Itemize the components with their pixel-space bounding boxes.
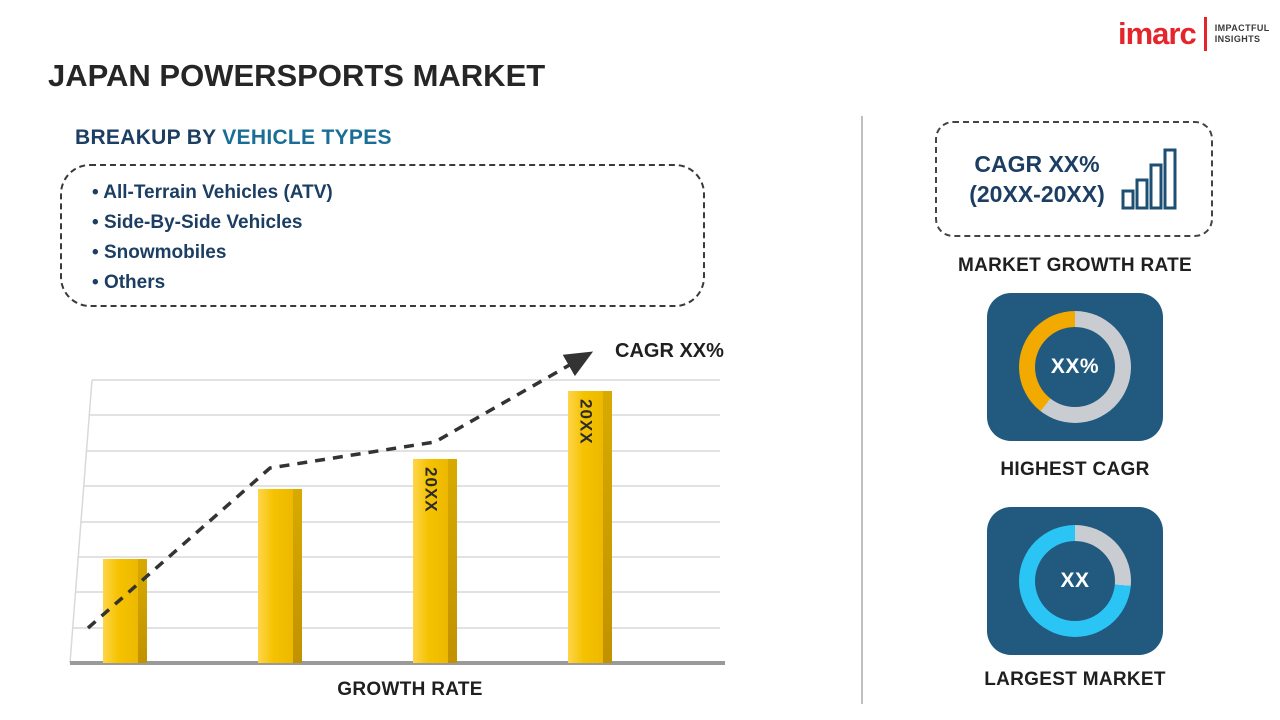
bar-year-label: 20XX <box>576 399 596 445</box>
highest-cagr-value: XX% <box>1035 327 1115 407</box>
vehicle-types-list: All-Terrain Vehicles (ATV) Side-By-Side … <box>92 178 673 298</box>
list-item: All-Terrain Vehicles (ATV) <box>92 178 673 208</box>
vehicle-types-box: All-Terrain Vehicles (ATV) Side-By-Side … <box>60 164 705 307</box>
bar-chart-icon <box>1121 148 1177 210</box>
bar-3: 20XX <box>413 459 457 663</box>
logo-tagline-line1: IMPACTFUL <box>1214 23 1270 33</box>
breakup-heading-highlight: VEHICLE TYPES <box>222 126 392 149</box>
bar-4: 20XX <box>568 391 612 663</box>
logo-tagline: IMPACTFUL INSIGHTS <box>1215 23 1270 45</box>
highest-cagr-label: HIGHEST CAGR <box>1000 459 1150 480</box>
cagr-box: CAGR XX% (20XX-20XX) <box>935 121 1213 237</box>
cagr-box-text: CAGR XX% (20XX-20XX) <box>969 149 1105 209</box>
logo-divider <box>1203 17 1207 51</box>
growth-rate-chart: 20XX 20XX CAGR XX% GROWTH RATE <box>65 340 755 720</box>
list-item: Side-By-Side Vehicles <box>92 208 673 238</box>
cagr-period: (20XX-20XX) <box>969 181 1105 207</box>
highest-cagr-card: XX% <box>987 293 1163 441</box>
cagr-annotation: CAGR XX% <box>615 340 724 362</box>
logo-brand-text: imarc <box>1118 16 1197 51</box>
page-title: JAPAN POWERSPORTS MARKET <box>48 58 546 93</box>
x-axis-label: GROWTH RATE <box>337 679 483 700</box>
largest-market-label: LARGEST MARKET <box>984 669 1166 690</box>
highest-cagr-donut: XX% <box>1019 311 1131 423</box>
list-item: Others <box>92 268 673 298</box>
largest-market-card: XX <box>987 507 1163 655</box>
breakup-heading: BREAKUP BY VEHICLE TYPES <box>75 126 392 150</box>
bar-year-label: 20XX <box>421 467 441 513</box>
largest-market-donut: XX <box>1019 525 1131 637</box>
breakup-heading-prefix: BREAKUP BY <box>75 126 223 149</box>
bar-1 <box>103 559 147 663</box>
chart-bars: 20XX 20XX <box>65 345 755 680</box>
market-growth-rate-label: MARKET GROWTH RATE <box>957 255 1193 276</box>
list-item: Snowmobiles <box>92 238 673 268</box>
imarc-logo: imarc IMPACTFUL INSIGHTS <box>1118 16 1270 52</box>
largest-market-value: XX <box>1035 541 1115 621</box>
cagr-value: CAGR XX% <box>974 151 1100 177</box>
section-divider <box>861 116 863 704</box>
logo-tagline-line2: INSIGHTS <box>1214 34 1261 44</box>
bar-2 <box>258 489 302 663</box>
